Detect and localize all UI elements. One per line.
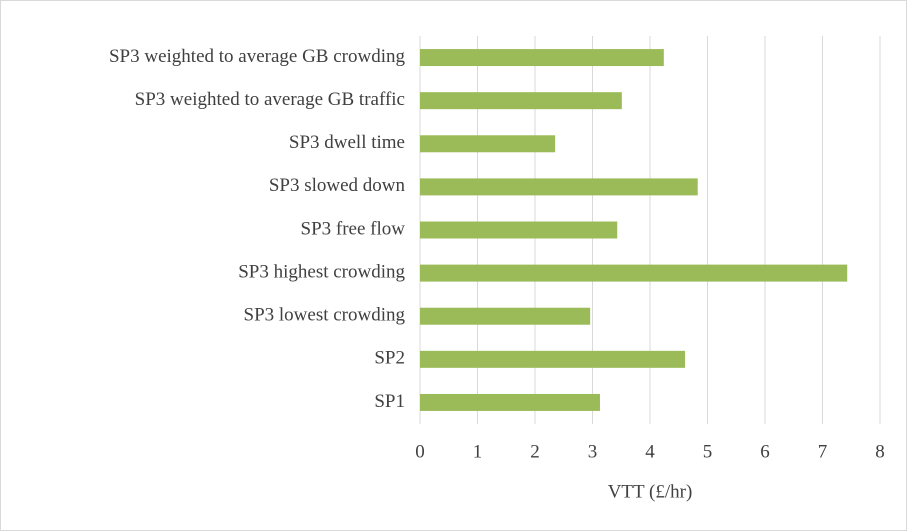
x-tick-label: 5 — [703, 441, 713, 462]
y-tick-label: SP3 weighted to average GB crowding — [109, 46, 406, 67]
y-tick-label: SP3 free flow — [301, 218, 406, 239]
bar — [420, 92, 622, 110]
y-tick-label: SP3 slowed down — [269, 175, 406, 196]
x-tick-label: 8 — [875, 441, 885, 462]
y-tick-label: SP3 dwell time — [289, 132, 405, 153]
x-axis-title: VTT (£/hr) — [608, 481, 693, 502]
y-tick-label: SP2 — [374, 348, 405, 369]
x-tick-label: 2 — [530, 441, 540, 462]
y-tick-label: SP3 highest crowding — [238, 261, 405, 282]
x-tick-label: 0 — [415, 441, 425, 462]
bar — [420, 307, 591, 325]
y-tick-label: SP3 weighted to average GB traffic — [135, 89, 405, 110]
x-tick-label: 1 — [473, 441, 483, 462]
y-tick-label: SP3 lowest crowding — [244, 305, 406, 326]
bar — [420, 221, 618, 239]
x-tick-label: 7 — [818, 441, 828, 462]
bar — [420, 49, 664, 67]
bar — [420, 350, 686, 368]
bar — [420, 135, 556, 153]
bar — [420, 178, 698, 196]
x-tick-label: 3 — [588, 441, 598, 462]
y-tick-label: SP1 — [374, 391, 405, 412]
bar — [420, 264, 848, 282]
x-tick-label: 6 — [760, 441, 770, 462]
x-tick-label: 4 — [645, 441, 655, 462]
bar — [420, 393, 600, 411]
